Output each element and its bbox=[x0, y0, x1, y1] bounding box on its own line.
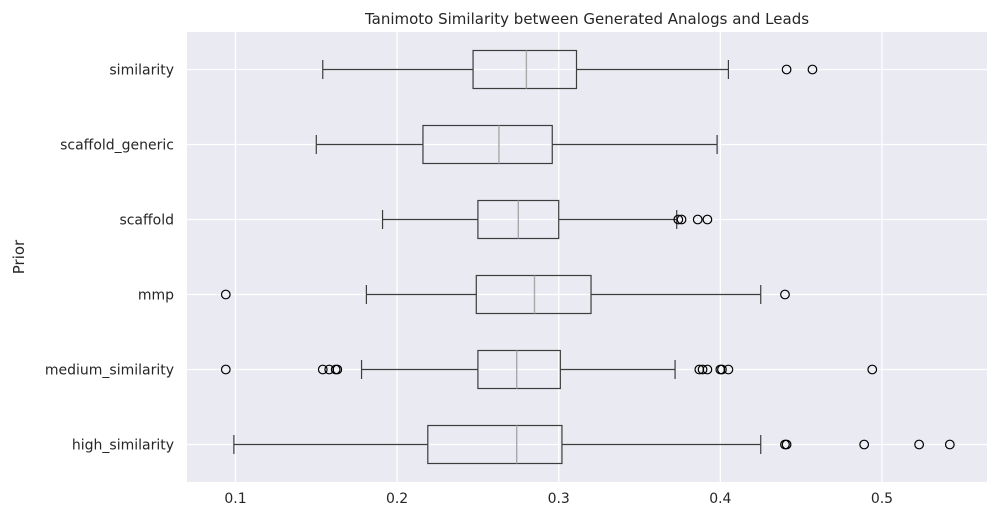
y-tick-label: medium_similarity bbox=[45, 363, 174, 379]
outlier-point bbox=[781, 439, 792, 450]
outlier-point bbox=[692, 214, 703, 225]
outlier-point bbox=[702, 214, 713, 225]
plot-background bbox=[187, 32, 987, 482]
box-iqr bbox=[422, 124, 553, 165]
outlier-point bbox=[697, 364, 708, 375]
x-tick-label: 0.3 bbox=[548, 491, 570, 507]
y-tick-labels: similarity scaffold_generic scaffold mmp med… bbox=[45, 63, 174, 454]
outlier-point bbox=[867, 364, 878, 375]
x-tick-label: 0.5 bbox=[871, 491, 893, 507]
box-series bbox=[220, 49, 955, 465]
outlier-point bbox=[944, 439, 955, 450]
chart-title: Tanimoto Similarity between Generated An… bbox=[364, 10, 809, 28]
outlier-point bbox=[673, 214, 684, 225]
outlier-point bbox=[220, 364, 231, 375]
box-iqr bbox=[475, 274, 592, 315]
outlier-point bbox=[807, 64, 818, 75]
outlier-point bbox=[220, 289, 231, 300]
x-tick-labels: 0.1 0.2 0.3 0.4 0.5 bbox=[224, 491, 893, 507]
y-axis-label: Prior bbox=[10, 239, 28, 274]
y-tick-label: similarity bbox=[109, 63, 174, 79]
outlier-point bbox=[859, 439, 870, 450]
outlier-point bbox=[781, 64, 792, 75]
box-iqr bbox=[427, 424, 563, 465]
y-tick-label: scaffold bbox=[119, 213, 174, 229]
y-tick-label: scaffold_generic bbox=[60, 138, 174, 154]
outlier-point bbox=[717, 364, 727, 375]
box-iqr bbox=[472, 49, 578, 90]
x-tick-label: 0.4 bbox=[709, 491, 731, 507]
outlier-point bbox=[317, 364, 328, 375]
y-tick-label: high_similarity bbox=[72, 438, 174, 454]
outlier-point bbox=[332, 364, 343, 375]
x-tick-label: 0.1 bbox=[224, 491, 246, 507]
outlier-point bbox=[702, 364, 713, 375]
x-tick-label: 0.2 bbox=[386, 491, 408, 507]
outlier-point bbox=[676, 214, 687, 225]
outlier-point bbox=[723, 364, 734, 375]
y-tick-label: mmp bbox=[138, 288, 174, 304]
box-iqr bbox=[477, 349, 561, 390]
outlier-point bbox=[780, 289, 790, 300]
outlier-point bbox=[914, 439, 925, 450]
